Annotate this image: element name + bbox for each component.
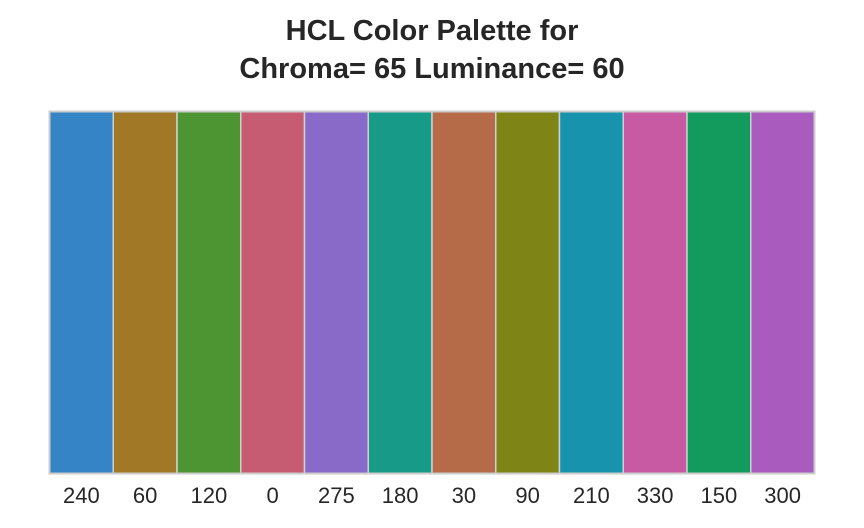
- x-tick-label-275: 275: [318, 483, 355, 508]
- x-tick-label-90: 90: [515, 483, 539, 508]
- swatch-bar-275: [303, 110, 369, 475]
- chart-title-line-1: HCL Color Palette for: [286, 15, 579, 47]
- swatch-bar-180: [367, 110, 433, 475]
- swatch-bar-60: [112, 110, 178, 475]
- swatch-bar-150: [686, 110, 752, 475]
- x-tick-label-300: 300: [764, 483, 801, 508]
- x-tick-label-240: 240: [63, 483, 100, 508]
- swatch-bar-0: [240, 110, 306, 475]
- swatch-bar-120: [176, 110, 242, 475]
- x-tick-label-150: 150: [701, 483, 738, 508]
- x-tick-label-120: 120: [191, 483, 228, 508]
- x-tick-label-210: 210: [573, 483, 610, 508]
- swatch-bar-300: [750, 110, 816, 475]
- chart-title-line-2: Chroma= 65 Luminance= 60: [239, 53, 624, 85]
- swatch-bar-240: [48, 110, 114, 475]
- x-tick-label-330: 330: [637, 483, 674, 508]
- x-tick-label-30: 30: [452, 483, 476, 508]
- x-tick-label-0: 0: [267, 483, 279, 508]
- palette-swatches: [48, 110, 816, 475]
- swatch-bar-210: [558, 110, 624, 475]
- plot-frame: [48, 110, 816, 475]
- swatch-bar-30: [431, 110, 497, 475]
- swatch-bar-90: [495, 110, 561, 475]
- x-tick-label-180: 180: [382, 483, 419, 508]
- swatch-bar-330: [622, 110, 688, 475]
- x-tick-label-60: 60: [133, 483, 157, 508]
- x-tick-labels: 240 60 120 0 275 180 30 90 210 330 150 300: [63, 483, 801, 508]
